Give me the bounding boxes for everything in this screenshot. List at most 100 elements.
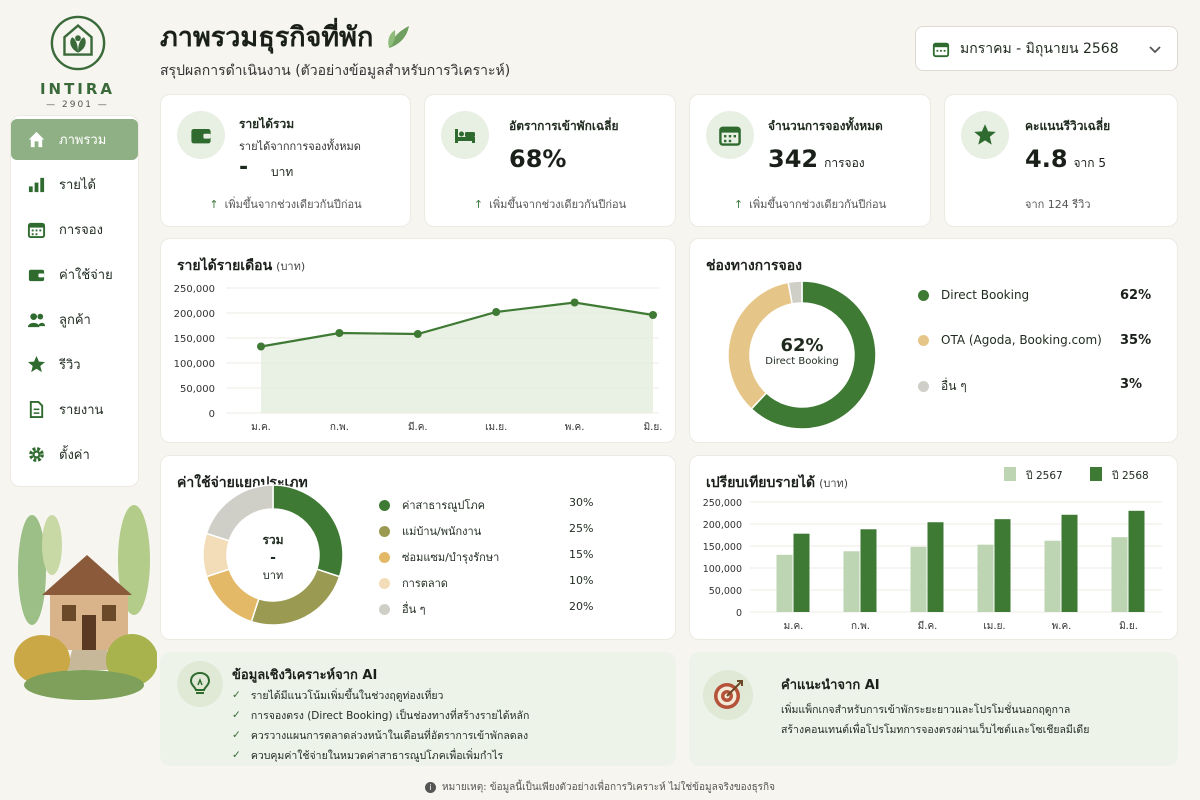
bar-prev-year (910, 546, 927, 612)
sidebar-item-reviews[interactable]: รีวิว (11, 344, 138, 385)
footnote: i หมายเหตุ: ข้อมูลนี้เป็นเพียงตัวอย่างเพื… (0, 780, 1200, 795)
bar-this-year (793, 533, 810, 612)
legend-value: 30% (569, 496, 594, 509)
booking-channels-chart (727, 280, 877, 430)
ai-insights-title: ข้อมูลเชิงวิเคราะห์จาก AI (232, 668, 378, 683)
x-tick-label: มิ.ย. (1119, 621, 1138, 632)
chart-title: ช่องทางการจอง (706, 258, 802, 274)
sidebar-item-revenue[interactable]: รายได้ (11, 164, 138, 205)
data-point (335, 329, 344, 337)
kpi-label: จำนวนการจองทั้งหมด (768, 119, 883, 133)
sidebar-item-label: ตั้งค่า (59, 448, 90, 463)
chevron-down-icon (1149, 46, 1161, 54)
y-tick-label: 0 (209, 409, 215, 420)
wallet-icon (25, 264, 47, 286)
y-tick-label: 150,000 (174, 334, 215, 345)
sidebar-item-bookings[interactable]: การจอง (11, 209, 138, 250)
donut-center: รวม - บาท (198, 531, 348, 584)
calendar-icon (932, 40, 950, 58)
x-tick-label: พ.ค. (1052, 621, 1072, 632)
revenue-compare-chart: 250,000 200,000 150,000 100,000 50,000 0 ม.ค. ก… (703, 467, 1162, 632)
bar-prev-year (776, 554, 793, 612)
sidebar-item-label: รายได้ (59, 178, 96, 193)
data-point (492, 308, 501, 316)
legend-swatch (379, 525, 390, 537)
y-tick-label: 200,000 (174, 309, 215, 320)
y-tick-label: 50,000 (180, 384, 215, 395)
target-icon (703, 670, 753, 720)
bar-chart-icon (25, 174, 47, 196)
kpi-label: คะแนนรีวิวเฉลี่ย (1025, 119, 1111, 133)
sidebar-item-label: การจอง (59, 223, 103, 238)
legend-swatch (379, 577, 390, 589)
x-tick-label: มี.ค. (918, 620, 938, 632)
ai-recommend-title: คำแนะนำจาก AI (781, 678, 880, 693)
y-tick-label: 250,000 (703, 498, 742, 509)
booking-channels-card: ช่องทางการจอง 62% Direct Booking Direct … (689, 238, 1178, 443)
y-tick-label: 150,000 (703, 542, 742, 553)
y-tick-label: 50,000 (709, 586, 742, 597)
x-tick-label: เม.ย. (485, 422, 507, 433)
date-range-select[interactable]: มกราคม - มิถุนายน 2568 (915, 26, 1178, 71)
bar-this-year (1061, 514, 1078, 612)
legend-swatch (379, 603, 390, 615)
donut-slice (205, 484, 274, 542)
bar-this-year (1128, 510, 1145, 612)
sidebar-item-settings[interactable]: ตั้งค่า (11, 434, 138, 475)
kpi-rating-card: คะแนนรีวิวเฉลี่ย 4.8 จาก 5 จาก 124 รีวิว (944, 94, 1178, 227)
legend-swatch (1004, 467, 1016, 481)
bar-prev-year (843, 551, 860, 612)
x-tick-label: เม.ย. (983, 621, 1005, 632)
sidebar-item-reports[interactable]: รายงาน (11, 389, 138, 430)
list-item: ✓ ควรวางแผนการตลาดล่วงหน้าในเดือนที่อัตรา… (232, 729, 529, 742)
y-tick-label: 250,000 (174, 284, 215, 295)
legend-item: ซ่อมแซม/บำรุงรักษา (379, 548, 499, 566)
kpi-review-count: จาก 124 รีวิว (1025, 198, 1091, 211)
x-tick-label: พ.ค. (565, 422, 585, 433)
arrow-up-icon: ↑ (209, 198, 219, 211)
legend-value: 15% (569, 548, 594, 561)
data-point (257, 342, 265, 351)
page-title: ภาพรวมธุรกิจที่พัก (160, 15, 413, 58)
calendar-icon (706, 111, 754, 159)
brand-sub: — 2901 — (46, 100, 109, 110)
legend-swatch (379, 551, 390, 563)
donut-center-label: Direct Booking (765, 356, 839, 367)
y-tick-label: 100,000 (703, 564, 742, 575)
monthly-revenue-card: รายได้รายเดือน (บาท) 250,000 200,000 150,00… (160, 238, 676, 443)
donut-center-value: - (270, 550, 276, 566)
ai-recommend-text: เพิ่มแพ็กเกจสำหรับการเข้าพักระยะยาวและโป… (781, 704, 1090, 736)
legend-value: 10% (569, 574, 594, 587)
sidebar-item-label: ค่าใช้จ่าย (59, 268, 113, 283)
kpi-bookings-card: จำนวนการจองทั้งหมด 342 การจอง ↑ เพิ่มขึ้นจ… (689, 94, 931, 227)
x-tick-label: ม.ค. (251, 422, 271, 433)
gear-icon (25, 444, 47, 466)
bar-prev-year (1111, 537, 1128, 612)
x-tick-label: มิ.ย. (644, 422, 663, 433)
sidebar-item-label: ลูกค้า (59, 313, 91, 328)
page-subtitle: สรุปผลการดำเนินงาน (ตัวอย่างข้อมูลสำหรับ… (160, 63, 511, 79)
list-item: ✓ รายได้มีแนวโน้มเพิ่มขึ้นในช่วงฤดูท่องเท… (232, 689, 444, 702)
chart-title: เปรียบเทียบรายได้ (บาท) (706, 475, 849, 491)
data-point (649, 311, 657, 319)
sidebar-item-expenses[interactable]: ค่าใช้จ่าย (11, 254, 138, 295)
check-icon: ✓ (232, 749, 241, 761)
donut-center-value: 62% (780, 335, 824, 356)
data-point (570, 298, 579, 307)
lightbulb-icon (177, 661, 223, 707)
ai-insights-list: ✓ รายได้มีแนวโน้มเพิ่มขึ้นในช่วงฤดูท่องเท… (232, 685, 529, 765)
series-area (261, 302, 653, 413)
star-icon (961, 111, 1009, 159)
brand-name: INTIRA (39, 80, 116, 98)
legend-label: ปี 2567 (1026, 469, 1063, 482)
kpi-value-row: 342 การจอง (768, 145, 865, 173)
star-icon (25, 354, 47, 376)
bar-this-year (860, 529, 877, 612)
arrow-up-icon: ↑ (733, 198, 744, 211)
monthly-revenue-chart: 250,000 200,000 150,000 100,000 50,000 0 ม.ค. ก… (174, 284, 663, 433)
sidebar-item-customers[interactable]: ลูกค้า (11, 299, 138, 340)
sidebar-item-overview[interactable]: ภาพรวม (11, 119, 138, 160)
x-tick-label: ก.พ. (330, 422, 349, 433)
check-icon: ✓ (232, 709, 241, 721)
date-range-value: มกราคม - มิถุนายน 2568 (960, 40, 1119, 57)
